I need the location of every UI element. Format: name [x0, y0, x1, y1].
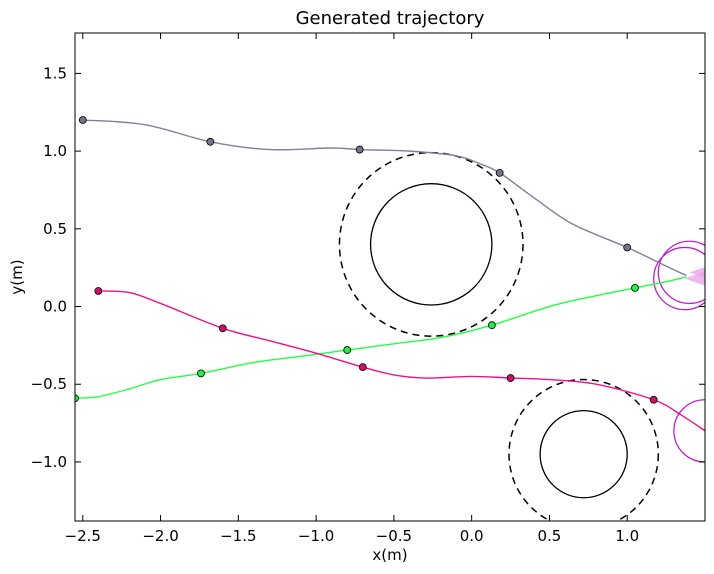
- x-tick-label: 0.0: [460, 527, 484, 545]
- trajectory-marker: [218, 324, 227, 333]
- y-tick-label: −0.5: [31, 375, 67, 393]
- trajectory-marker: [487, 321, 496, 330]
- x-tick-label: 1.0: [615, 527, 639, 545]
- obstacle-circle: [539, 409, 628, 499]
- trajectory-marker: [623, 243, 632, 252]
- trajectory-line: [82, 119, 687, 277]
- y-tick-label: 0.5: [43, 220, 67, 238]
- trajectory-marker: [94, 287, 103, 295]
- trajectory-marker: [495, 168, 504, 177]
- trajectory-marker: [343, 346, 352, 354]
- trajectory-line: [98, 290, 705, 432]
- y-tick-label: 1.5: [43, 64, 67, 82]
- trajectory-marker: [631, 283, 639, 292]
- y-axis-title: y(m): [8, 259, 26, 294]
- trajectory-marker: [78, 116, 87, 124]
- trajectory-marker: [506, 374, 515, 382]
- x-tick-label: −2.5: [65, 527, 101, 545]
- obstacle-safety-circle: [508, 378, 660, 521]
- trajectory-marker: [355, 145, 364, 154]
- y-tick-label: 1.0: [43, 142, 67, 160]
- x-tick-label: 0.5: [538, 527, 562, 545]
- agent-heading-cone: [689, 266, 705, 278]
- plot-frame: [74, 32, 706, 522]
- y-tick-label: −1.0: [31, 453, 67, 471]
- x-tick-label: −0.5: [376, 527, 412, 545]
- y-tick-label: 0.0: [43, 298, 67, 316]
- agent-circle: [673, 399, 705, 463]
- agent-circle: [653, 246, 705, 311]
- chart-title: Generated trajectory: [296, 8, 485, 29]
- obstacle-circle: [369, 183, 493, 306]
- trajectory-marker: [197, 369, 205, 378]
- plot-area: [75, 33, 705, 521]
- trajectory-line: [75, 276, 687, 399]
- agent-circle: [657, 240, 705, 305]
- x-axis-title: x(m): [372, 546, 407, 564]
- x-tick-label: −2.0: [142, 527, 178, 545]
- trajectory-marker: [649, 395, 658, 404]
- trajectory-marker: [206, 137, 215, 146]
- x-tick-label: −1.5: [220, 527, 256, 545]
- trajectory-marker: [75, 394, 79, 403]
- trajectory-marker: [358, 363, 367, 372]
- plot-content: [75, 116, 705, 521]
- x-tick-label: −1.0: [298, 527, 334, 545]
- axis-ticks: −2.5 −2.0 −1.5 −1.0 −0.5 0.0 0.5 1.0 −1.0 −0.5 0.0…: [31, 33, 705, 545]
